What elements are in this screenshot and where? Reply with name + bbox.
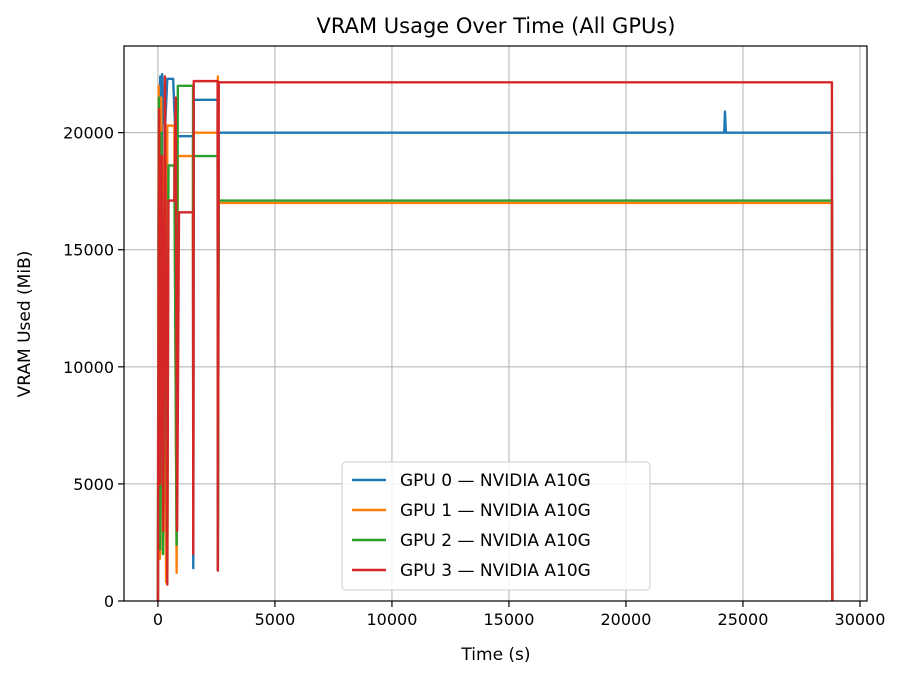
x-axis-label: Time (s) (460, 645, 530, 665)
legend-entry-label: GPU 3 — NVIDIA A10G (400, 561, 591, 581)
x-tick-label: 25000 (718, 610, 769, 629)
x-tick-label: 0 (153, 610, 163, 629)
y-tick-label: 20000 (63, 124, 114, 143)
x-tick-label: 20000 (601, 610, 652, 629)
x-tick-label: 30000 (835, 610, 886, 629)
series-line-gpu-3 (156, 75, 834, 602)
x-tick-label: 5000 (255, 610, 296, 629)
legend-entry-label: GPU 0 — NVIDIA A10G (400, 471, 591, 491)
chart-title: VRAM Usage Over Time (All GPUs) (317, 14, 676, 38)
y-axis-label: VRAM Used (MiB) (15, 251, 35, 398)
y-tick-label: 5000 (73, 475, 114, 494)
y-tick-label: 0 (104, 592, 114, 611)
axis-ticks: 0 5000 10000 15000 20000 25000 30000 0 5000 10000… (63, 124, 885, 629)
series-line-gpu-1 (156, 75, 834, 602)
y-tick-label: 15000 (63, 241, 114, 260)
legend-box (341, 461, 651, 591)
x-tick-label: 15000 (484, 610, 535, 629)
legend-entry-label: GPU 1 — NVIDIA A10G (400, 501, 591, 521)
series-layer (156, 72, 834, 602)
legend-entry-label: GPU 2 — NVIDIA A10G (400, 531, 591, 551)
plot-frame (123, 45, 868, 602)
x-tick-label: 10000 (366, 610, 417, 629)
y-tick-label: 10000 (63, 358, 114, 377)
legend: GPU 0 — NVIDIA A10G GPU 1 — NVIDIA A10G GP… (341, 461, 651, 591)
